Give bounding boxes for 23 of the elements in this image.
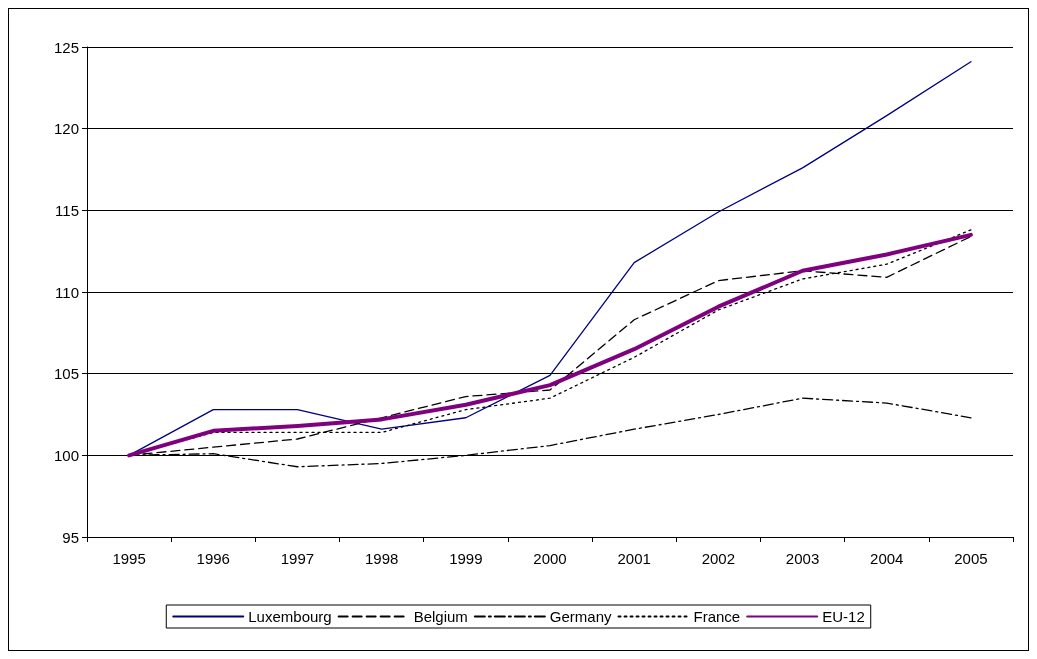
y-tick-label: 120 <box>53 120 79 138</box>
y-tick-label: 95 <box>62 528 79 546</box>
x-tick-label: 1998 <box>364 550 399 567</box>
legend-label: Belgium <box>413 608 468 625</box>
legend-label: Luxembourg <box>248 608 332 625</box>
y-tick-label: 100 <box>53 446 79 464</box>
legend-label: France <box>693 608 741 625</box>
legend-label: Germany <box>549 608 613 625</box>
y-tick-label: 115 <box>55 201 79 219</box>
x-tick-label: 2000 <box>533 550 567 567</box>
x-tick-label: 1996 <box>196 550 230 567</box>
x-tick-label: 1999 <box>449 550 483 567</box>
x-tick-label: 1997 <box>280 550 315 567</box>
x-tick-label: 1995 <box>112 550 146 567</box>
x-tick-label: 2004 <box>870 550 904 567</box>
x-tick-label: 2003 <box>785 550 820 567</box>
x-tick-label: 2002 <box>701 550 736 567</box>
legend-label: EU-12 <box>822 608 865 625</box>
y-tick-label: 105 <box>53 365 79 383</box>
x-tick-label: 2005 <box>954 550 988 567</box>
y-tick-label: 125 <box>53 38 79 56</box>
x-tick-label: 2001 <box>617 550 651 567</box>
y-tick-label: 110 <box>55 283 79 301</box>
